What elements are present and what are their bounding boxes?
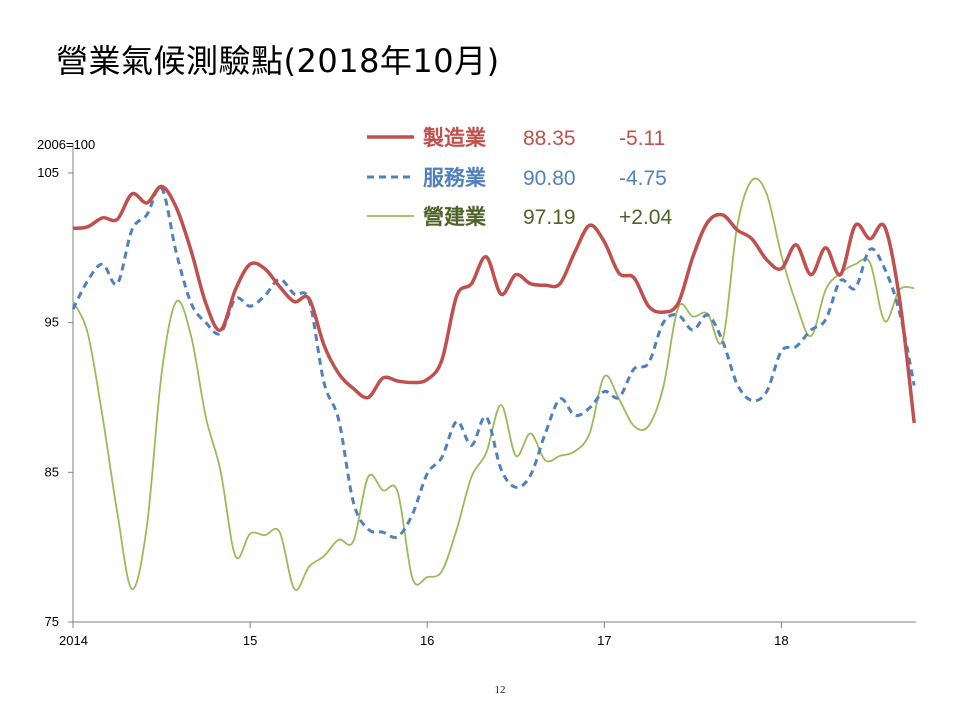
legend-change-manufacturing: -5.11 — [619, 127, 665, 150]
legend-value-manufacturing: 88.35 — [523, 127, 576, 150]
legend-value-services: 90.80 — [523, 167, 576, 190]
legend-label-construction: 營建業 — [423, 205, 487, 229]
chart-series — [71, 177, 916, 591]
x-tick-label: 2014 — [59, 633, 88, 648]
y-tick-label: 105 — [37, 165, 59, 180]
page-number: 12 — [494, 684, 506, 696]
chart-axes: 75 85 95 105 2014 15 16 17 18 2006=100 — [37, 137, 916, 648]
x-tick-label: 15 — [243, 633, 257, 648]
legend-value-construction: 97.19 — [523, 206, 576, 229]
series-line-construction — [72, 177, 915, 591]
chart-legend: 製造業 88.35 -5.11 服務業 90.80 -4.75 營建業 97.19 +2.04 — [367, 126, 672, 229]
y-tick-label: 75 — [45, 614, 59, 629]
x-tick-label: 18 — [774, 633, 788, 648]
y-tick-label: 85 — [45, 464, 59, 479]
x-tick-label: 17 — [597, 633, 611, 648]
y-axis-unit-label: 2006=100 — [37, 137, 95, 152]
legend-change-services: -4.75 — [619, 167, 667, 190]
y-tick-label: 95 — [45, 315, 59, 330]
series-line-manufacturing — [72, 184, 916, 424]
legend-label-manufacturing: 製造業 — [422, 126, 487, 150]
legend-change-construction: +2.04 — [619, 206, 672, 229]
x-tick-label: 16 — [420, 633, 434, 648]
series-line-services — [71, 185, 916, 539]
page-title: 營業氣候測驗點(2018年10月) — [56, 42, 500, 80]
legend-label-services: 服務業 — [423, 166, 487, 190]
